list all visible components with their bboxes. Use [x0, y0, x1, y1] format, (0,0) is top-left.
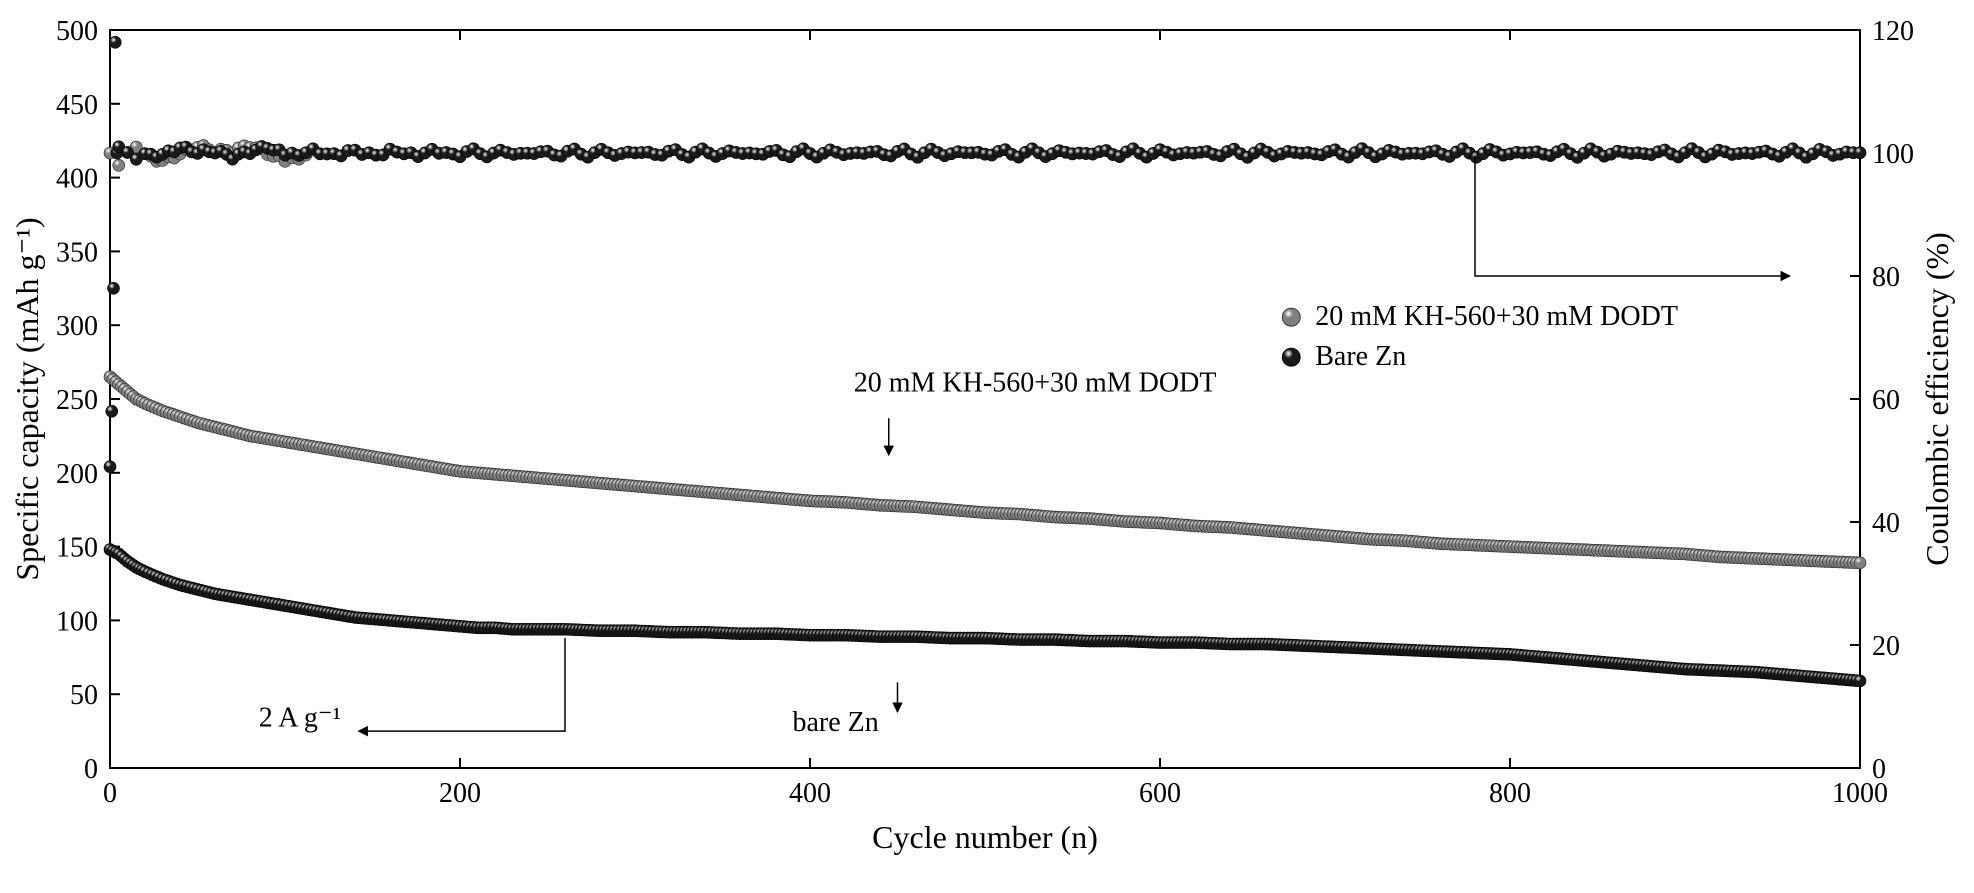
legend-label: 20 mM KH-560+30 mM DODT	[1315, 301, 1678, 332]
series-ce_bare	[104, 36, 1866, 472]
x-tick-label: 800	[1489, 778, 1531, 809]
y-right-tick-label: 80	[1872, 262, 1900, 293]
y-right-tick-label: 0	[1872, 754, 1886, 785]
y-left-tick-label: 250	[56, 385, 98, 416]
rate-annotation: 2 A g⁻¹	[259, 703, 341, 734]
right-axis-arrow	[1475, 155, 1790, 276]
y-left-tick-label: 150	[56, 533, 98, 564]
legend-label: Bare Zn	[1315, 341, 1406, 372]
x-tick-label: 0	[103, 778, 117, 809]
rate-arrow	[359, 638, 566, 731]
y-right-axis-label: Coulombic efficiency (%)	[1919, 232, 1955, 566]
chart-svg: 0200400600800100005010015020025030035040…	[0, 0, 1974, 893]
x-tick-label: 400	[789, 778, 831, 809]
y-right-tick-label: 40	[1872, 508, 1900, 539]
x-axis-label: Cycle number (n)	[872, 819, 1098, 855]
legend-marker	[1282, 308, 1300, 326]
series-inline-label: 20 mM KH-560+30 mM DODT	[854, 368, 1217, 399]
y-left-tick-label: 350	[56, 237, 98, 268]
y-right-tick-label: 100	[1872, 139, 1914, 170]
y-left-tick-label: 400	[56, 164, 98, 195]
series-cap_bare	[104, 544, 1866, 687]
y-left-tick-label: 100	[56, 606, 98, 637]
chart-container: 0200400600800100005010015020025030035040…	[0, 0, 1974, 893]
y-left-tick-label: 300	[56, 311, 98, 342]
y-right-tick-label: 60	[1872, 385, 1900, 416]
x-tick-label: 600	[1139, 778, 1181, 809]
legend-marker	[1282, 348, 1300, 366]
y-right-tick-label: 120	[1872, 16, 1914, 47]
series-inline-label: bare Zn	[793, 707, 879, 738]
y-left-tick-label: 500	[56, 16, 98, 47]
y-right-tick-label: 20	[1872, 631, 1900, 662]
x-tick-label: 200	[439, 778, 481, 809]
y-left-tick-label: 50	[70, 680, 98, 711]
y-left-tick-label: 200	[56, 459, 98, 490]
y-left-tick-label: 0	[84, 754, 98, 785]
y-left-axis-label: Specific capacity (mAh g⁻¹)	[9, 217, 45, 580]
series-cap_kh	[104, 371, 1866, 569]
y-left-tick-label: 450	[56, 90, 98, 121]
